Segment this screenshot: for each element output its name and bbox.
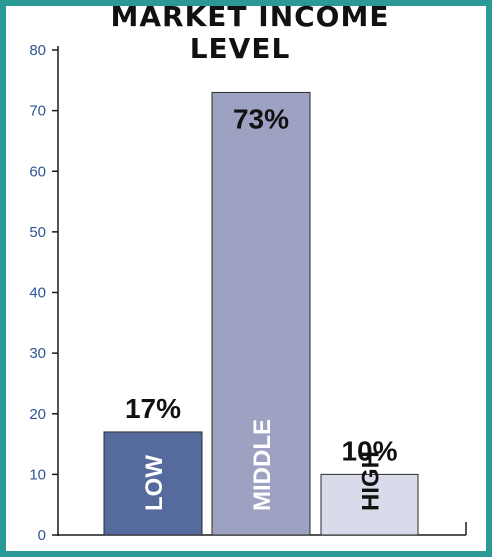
y-tick-label-20: 20 bbox=[29, 406, 46, 423]
bar-middle bbox=[211, 91, 311, 536]
y-tick-label-80: 80 bbox=[29, 42, 46, 59]
data-label-middle: 73% bbox=[233, 103, 289, 134]
bar-high bbox=[320, 473, 419, 536]
category-label-middle: MIDDLE bbox=[249, 419, 276, 511]
y-tick-label-0: 0 bbox=[38, 527, 46, 544]
chart-title-line-1: MARKET INCOME bbox=[111, 0, 390, 33]
labels-group: 17% LOW 73% MIDDLE 10%HIGH bbox=[125, 103, 398, 511]
data-label-low: 17% bbox=[125, 393, 181, 424]
y-tick-label-40: 40 bbox=[29, 285, 46, 302]
y-tick-label-50: 50 bbox=[29, 224, 46, 241]
category-label-high: HIGH bbox=[358, 451, 385, 511]
category-label-low: LOW bbox=[141, 455, 168, 511]
y-tick-label-30: 30 bbox=[29, 345, 46, 362]
bar-low bbox=[103, 431, 203, 536]
y-tick-label-60: 60 bbox=[29, 163, 46, 180]
y-tick-label-70: 70 bbox=[29, 103, 46, 120]
y-axis-ticks: 0 10 20 30 40 50 60 70 80 bbox=[29, 42, 58, 544]
y-tick-label-10: 10 bbox=[29, 466, 46, 483]
data-label-high: 10% bbox=[341, 435, 397, 466]
bars-group bbox=[103, 91, 419, 536]
chart-title-line-2: LEVEL bbox=[190, 32, 291, 65]
